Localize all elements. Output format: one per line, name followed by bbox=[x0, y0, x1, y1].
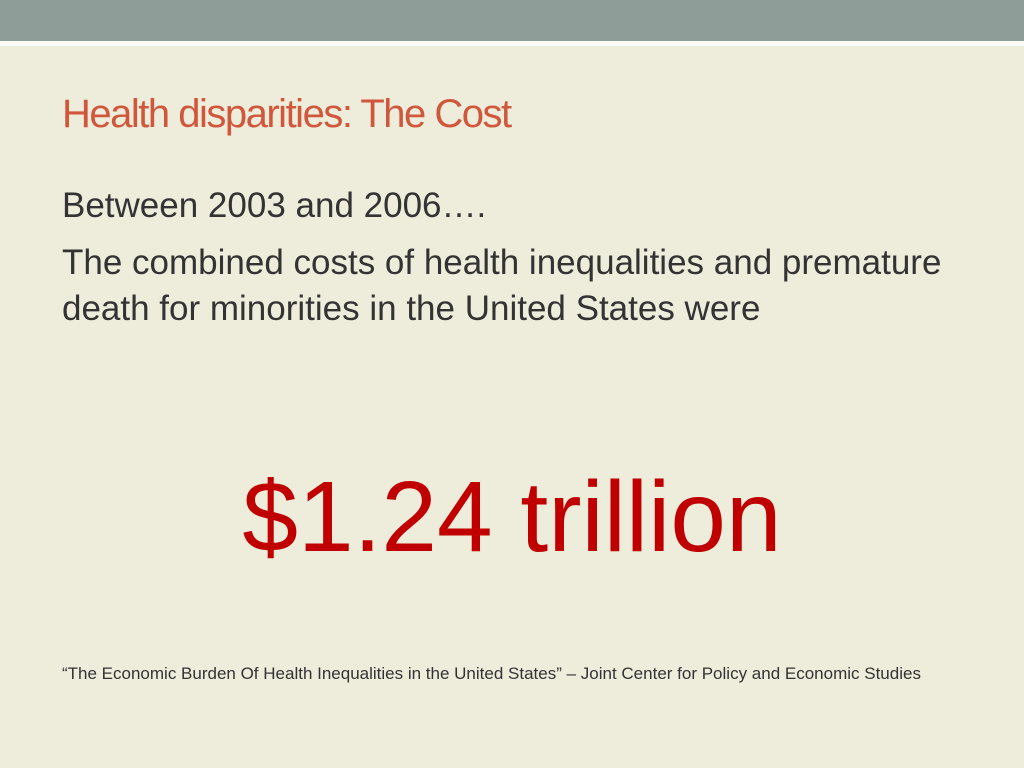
body-text: Between 2003 and 2006…. bbox=[62, 186, 487, 225]
top-bar bbox=[0, 0, 1024, 41]
citation: “The Economic Burden Of Health Inequalit… bbox=[62, 664, 921, 683]
body-text: The combined costs of health inequalitie… bbox=[62, 243, 942, 328]
highlight-figure: $1.24 trillion bbox=[242, 461, 782, 573]
slide-title: Health disparities: The Cost bbox=[62, 92, 512, 136]
top-rule bbox=[0, 41, 1024, 46]
